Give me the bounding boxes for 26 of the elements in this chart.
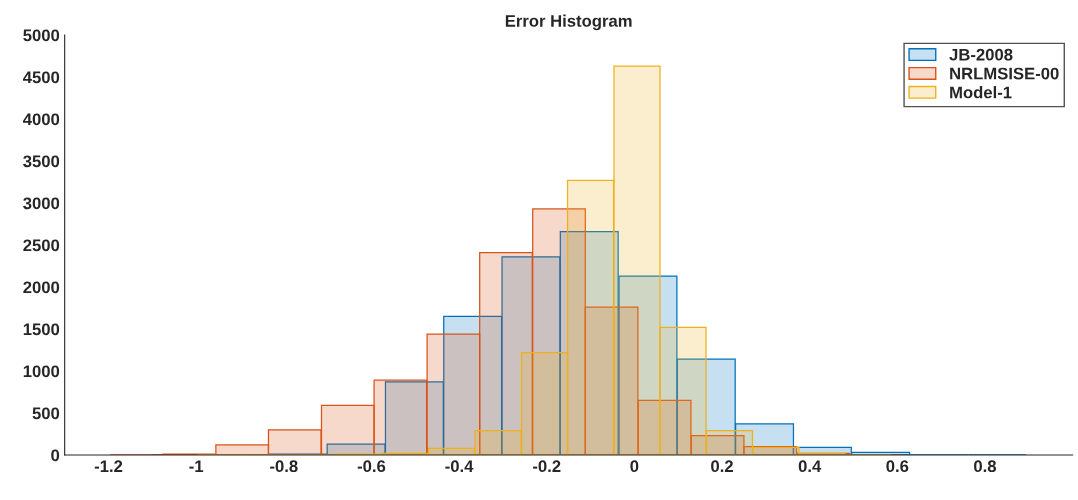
y-tick-label: 1500 [23, 323, 60, 336]
x-tick-label: 0 [630, 460, 639, 473]
x-tick-label: -0.2 [533, 460, 561, 473]
y-tick-label: 4000 [23, 113, 60, 126]
y-tick-label: 0 [51, 449, 60, 462]
x-tick-label: -1.2 [94, 460, 123, 472]
x-tick-label: -0.6 [357, 460, 386, 473]
y-tick-label: 3000 [23, 197, 60, 210]
y-tick-label: 1000 [23, 365, 60, 378]
legend-label: NRLMSISE-00 [950, 67, 1059, 80]
x-tick-label: -1 [189, 460, 204, 472]
y-tick-label: 2000 [23, 281, 60, 294]
y-tick-label: 500 [32, 407, 60, 420]
y-tick-label: 5000 [23, 29, 60, 42]
y-tick-label: 3500 [23, 155, 60, 168]
x-tick-label: -0.4 [445, 460, 474, 473]
x-tick-label: 0.6 [886, 460, 909, 473]
x-tick-label: -0.8 [270, 460, 298, 473]
legend-label: Model-1 [950, 86, 1012, 99]
y-tick-label: 2500 [23, 239, 60, 252]
legend-label: JB-2008 [949, 48, 1013, 61]
x-tick-label: 0.2 [711, 460, 733, 473]
y-tick-label: 4500 [23, 71, 60, 84]
chart-title: Error Histogram [505, 14, 632, 31]
x-tick-label: 0.8 [974, 460, 997, 473]
x-tick-label: 0.4 [798, 460, 822, 473]
